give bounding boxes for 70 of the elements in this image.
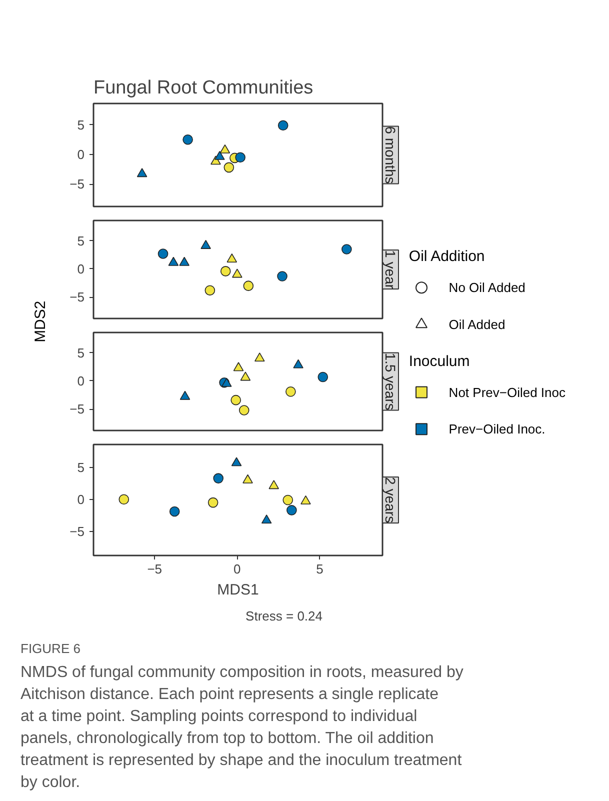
text: NMDS of fungal community composition in roots, measured by Aitchison distance. Each point represents a single replicate at a time point. Sampling points correspond to individual panels, chronologically from top to bottom. The oil addition treatment is represented by shape and the inoculum treatment by color. [20,664,464,791]
y-tick-label: 5 [77,345,85,360]
y-axis-title: MDS2 [32,300,49,342]
y-tick-label: −5 [70,402,85,417]
point [158,248,168,259]
y-tick-label: −5 [70,290,85,305]
chart-title: Fungal Root Communities [94,78,314,98]
legend-label: Oil Added [448,316,506,332]
point [221,378,232,387]
y-tick-label: 5 [77,460,85,475]
point [282,494,294,506]
text: Inoculum [408,352,470,370]
y-tick-label: 0 [77,373,85,388]
text: 1.5 years [382,352,398,410]
caption: FIGURE 6 [20,641,80,656]
y-tick-label: 0 [77,146,85,162]
legend-label: Not Prev−Oiled Inoc [448,384,566,400]
point [226,253,238,263]
text: 2 years [382,477,398,523]
point [278,120,288,131]
text: Oil Addition [408,248,485,266]
point [168,256,179,266]
point [243,280,254,291]
legend-label: Prev−Oiled Inoc. [448,422,546,437]
point [342,244,352,254]
point [200,240,211,249]
point [220,266,231,276]
point [277,271,288,282]
point [268,480,279,490]
point [300,495,311,504]
point [208,497,218,508]
x-axis-title: MDS1 [217,582,259,598]
text: 1 year [382,250,398,290]
point [179,256,190,266]
point [180,390,190,400]
point [286,386,296,397]
y-tick-label: 5 [77,233,85,248]
point [240,372,251,381]
point [242,474,253,484]
point [233,362,244,372]
x-tick-label: −5 [147,562,162,576]
point [136,168,148,178]
point [238,405,250,416]
y-tick-label: −5 [70,524,85,539]
y-tick-label: 0 [77,492,85,507]
x-tick-label: 0 [234,562,241,576]
point [169,506,180,517]
point [293,359,304,368]
legend-label: No Oil Added [448,280,526,296]
text: 6 months [382,126,398,184]
point [118,494,130,505]
point [318,372,328,382]
x-tick-label: 5 [316,562,324,576]
point [220,144,230,154]
point [286,505,297,516]
point [230,394,242,406]
point [232,268,242,278]
point [235,152,246,163]
point [214,150,225,160]
point [254,352,265,362]
point [224,162,234,173]
point [261,514,272,524]
point [231,457,242,466]
y-tick-label: 0 [77,261,85,276]
point [213,473,224,484]
text: Stress = 0.24 [246,608,323,624]
point [204,285,216,296]
y-tick-label: 5 [77,117,85,132]
point [182,134,193,145]
y-tick-label: −5 [70,176,85,192]
